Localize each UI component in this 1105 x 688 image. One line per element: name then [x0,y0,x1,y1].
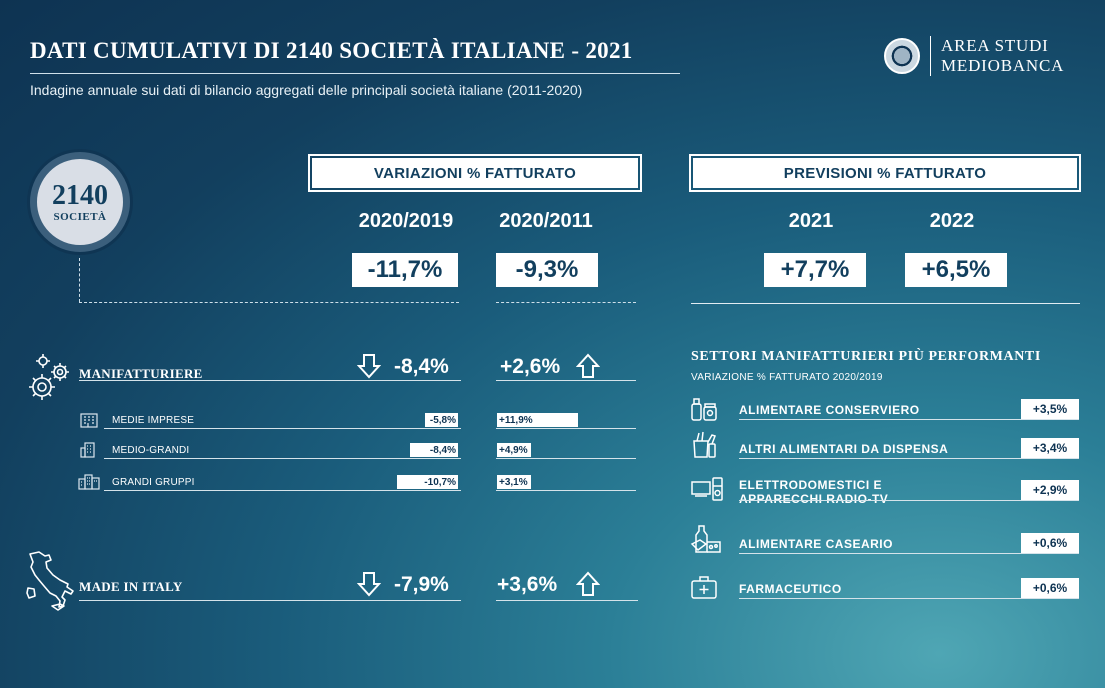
manifatturiere-rule-2 [496,380,636,381]
sub-row-rule [496,458,636,459]
seal-icon [884,38,920,74]
sub-row-label: MEDIE IMPRESE [112,415,195,426]
pantry-bag-icon [690,429,720,459]
previsioni-header: PREVISIONI % FATTURATO [689,154,1081,192]
made-in-italy-rule-2 [496,600,638,601]
title-divider [30,73,680,74]
arrow-up-icon [576,571,600,597]
previsioni-value-2: +6,5% [905,253,1007,287]
sub-row-rule [104,490,461,491]
previsioni-year-1: 2021 [788,210,834,232]
buildings-group-icon [78,474,100,490]
manifatturiere-rule-1 [79,380,461,381]
settore-rule [739,598,1079,599]
company-count-label: SOCIETÀ [53,211,107,223]
settore-label: ELETTRODOMESTICI E APPARECCHI RADIO-TV [739,478,888,506]
settore-value: +2,9% [1021,480,1079,500]
previsioni-year-2: 2022 [929,210,975,232]
arrow-down-icon [357,571,381,597]
previsioni-value-1: +7,7% [764,253,866,287]
manifatturiere-value-2019: -8,4% [394,355,449,378]
variazioni-value-2: -9,3% [496,253,598,287]
settore-value: +0,6% [1021,533,1079,553]
arrow-down-icon [357,353,381,379]
settore-rule [739,458,1079,459]
sub-row-label: GRANDI GRUPPI [112,477,195,488]
dashed-connector [79,258,80,302]
made-in-italy-label: MADE IN ITALY [79,579,183,594]
settore-label: ALIMENTARE CONSERVIERO [739,403,920,417]
sub-row-rule [496,490,636,491]
building-icon [80,412,98,428]
logo-line-1: AREA STUDI [941,36,1049,55]
jars-icon [690,396,720,422]
appliances-icon [690,474,724,502]
settore-label-line-1: ALIMENTARE CASEARIO [739,537,893,551]
settore-label-line-1: ALTRI ALIMENTARI DA DISPENSA [739,442,949,456]
bar-2019: -8,4% [410,443,458,457]
gears-icon [25,352,75,404]
bar-2011: +4,9% [497,443,531,457]
settori-title: SETTORI MANIFATTURIERI PIÙ PERFORMANTI [691,349,1041,364]
dashed-rule-2 [496,302,636,303]
page-subtitle: Indagine annuale sui dati di bilancio ag… [30,82,583,98]
settore-value: +0,6% [1021,578,1079,598]
settore-rule [739,419,1079,420]
variazioni-year-2: 2020/2011 [499,210,593,232]
dairy-icon [690,524,722,554]
bar-2019: -10,7% [397,475,458,489]
sub-row-rule [496,428,636,429]
variazioni-header: VARIAZIONI % FATTURATO [308,154,642,192]
made-in-italy-rule-1 [79,600,461,601]
made-in-italy-value-2011: +3,6% [497,573,558,596]
settore-label: ALIMENTARE CASEARIO [739,537,893,551]
previsioni-rule [691,303,1080,304]
bar-2019: -5,8% [425,413,458,427]
settore-label-line-2: APPARECCHI RADIO-TV [739,492,889,506]
page-title: DATI CUMULATIVI DI 2140 SOCIETÀ ITALIANE… [30,38,633,63]
manifatturiere-label: MANIFATTURIERE [79,366,203,381]
settore-value: +3,4% [1021,438,1079,458]
settori-subtitle: VARIAZIONE % FATTURATO 2020/2019 [691,372,883,383]
settore-rule [739,553,1079,554]
building-mid-icon [80,442,98,458]
manifatturiere-value-2011: +2,6% [500,355,561,378]
settore-label: FARMACEUTICO [739,582,842,596]
arrow-up-icon [576,353,600,379]
medkit-icon [690,574,720,600]
settore-label: ALTRI ALIMENTARI DA DISPENSA [739,442,948,456]
sub-row-rule [104,458,461,459]
variazioni-value-1: -11,7% [352,253,458,287]
settore-label-line-1: FARMACEUTICO [739,582,842,596]
made-in-italy-value-2019: -7,9% [394,573,449,596]
logo: AREA STUDI MEDIOBANCA [884,36,1064,76]
company-count-badge: 2140 SOCIETÀ [30,152,130,252]
sub-row-rule [104,428,461,429]
bar-2011: +11,9% [497,413,579,427]
variazioni-year-1: 2020/2019 [358,210,454,232]
dashed-rule-1 [79,302,459,303]
settore-rule [739,500,1079,501]
italy-map-icon [22,550,78,612]
settore-value: +3,5% [1021,399,1079,419]
settore-label-line-1: ALIMENTARE CONSERVIERO [739,403,920,417]
company-count: 2140 [52,180,108,211]
bar-2011: +3,1% [497,475,531,489]
logo-line-2: MEDIOBANCA [941,56,1065,75]
sub-row-label: MEDIO-GRANDI [112,445,190,456]
settore-label-line-1: ELETTRODOMESTICI E [739,478,883,492]
